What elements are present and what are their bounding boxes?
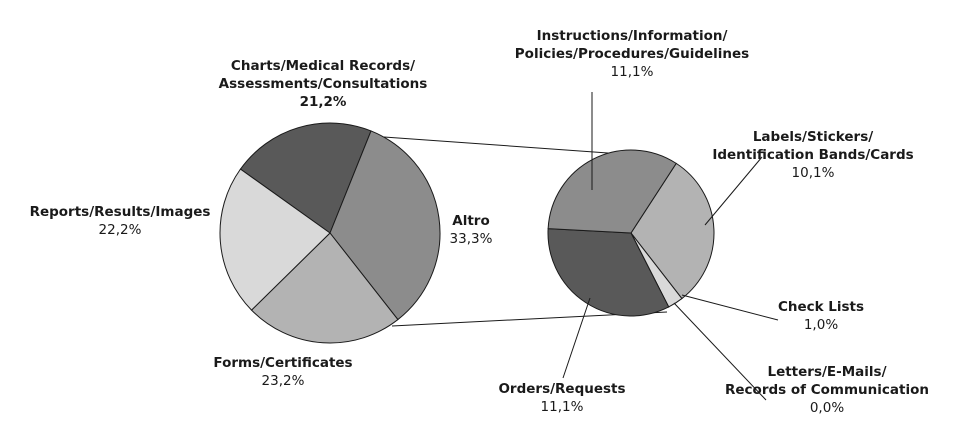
main-slice-2-label-line: Forms/Certificates (213, 355, 352, 371)
main-slice-3-label-line: Reports/Results/Images (30, 204, 211, 220)
main-slice-0-label-line: Assessments/Consultations (219, 76, 428, 92)
sub-slice-1-value: 1,0% (804, 317, 838, 333)
sub-slice-4-label-line: Policies/Procedures/Guidelines (515, 46, 749, 62)
main-slice-2-label: Forms/Certificates 23,2% (213, 355, 352, 389)
sub-slice-2-value: 0,0% (810, 400, 844, 416)
main-slice-0-label-line: Charts/Medical Records/ (231, 58, 415, 74)
main-slice-0-label: Charts/Medical Records/Assessments/Consu… (219, 58, 428, 110)
main-slice-1-label-line: Altro (452, 213, 489, 229)
sub-slice-2-label: Letters/E-Mails/Records of Communication… (725, 364, 929, 416)
sub-slice-2-label-line: Letters/E-Mails/ (767, 364, 886, 380)
sub-slice-4-label: Instructions/Information/Policies/Proced… (515, 28, 749, 80)
sub-pie-slice-4 (547, 149, 677, 234)
main-slice-3-label: Reports/Results/Images 22,2% (30, 204, 211, 238)
sub-pie-slice-0 (630, 162, 715, 300)
sub-slice-0-label: Labels/Stickers/Identification Bands/Car… (712, 129, 913, 181)
main-pie-slice-3 (219, 168, 331, 311)
main-slice-2-value: 23,2% (262, 373, 305, 389)
sub-slice-1-label-line: Check Lists (778, 299, 864, 315)
leader-line-2 (681, 294, 779, 321)
main-pie-slice-0 (239, 122, 372, 234)
sub-slice-2-label-line: Records of Communication (725, 382, 929, 398)
leader-line-4 (562, 297, 591, 379)
sub-slice-0-value: 10,1% (792, 165, 835, 181)
sub-slice-3-value: 11,1% (541, 399, 584, 415)
sub-slice-3-label: Orders/Requests 11,1% (498, 381, 625, 415)
main-pie-slice-1 (329, 130, 441, 321)
main-slice-1-label: Altro 33,3% (450, 213, 493, 247)
main-slice-0-value: 21,2% (300, 94, 347, 110)
sub-slice-0-label-line: Labels/Stickers/ (753, 129, 873, 145)
sub-slice-4-label-line: Instructions/Information/ (537, 28, 728, 44)
sub-slice-3-label-line: Orders/Requests (498, 381, 625, 397)
sub-slice-4-value: 11,1% (611, 64, 654, 80)
main-slice-1-value: 33,3% (450, 231, 493, 247)
sub-slice-1-label: Check Lists 1,0% (778, 299, 864, 333)
sub-pie-slice-3 (547, 228, 670, 317)
leader-line-3 (673, 302, 767, 401)
leader-line-1 (704, 156, 763, 226)
main-pie-slice-2 (250, 232, 399, 344)
main-slice-3-value: 22,2% (99, 222, 142, 238)
sub-slice-0-label-line: Identification Bands/Cards (712, 147, 913, 163)
